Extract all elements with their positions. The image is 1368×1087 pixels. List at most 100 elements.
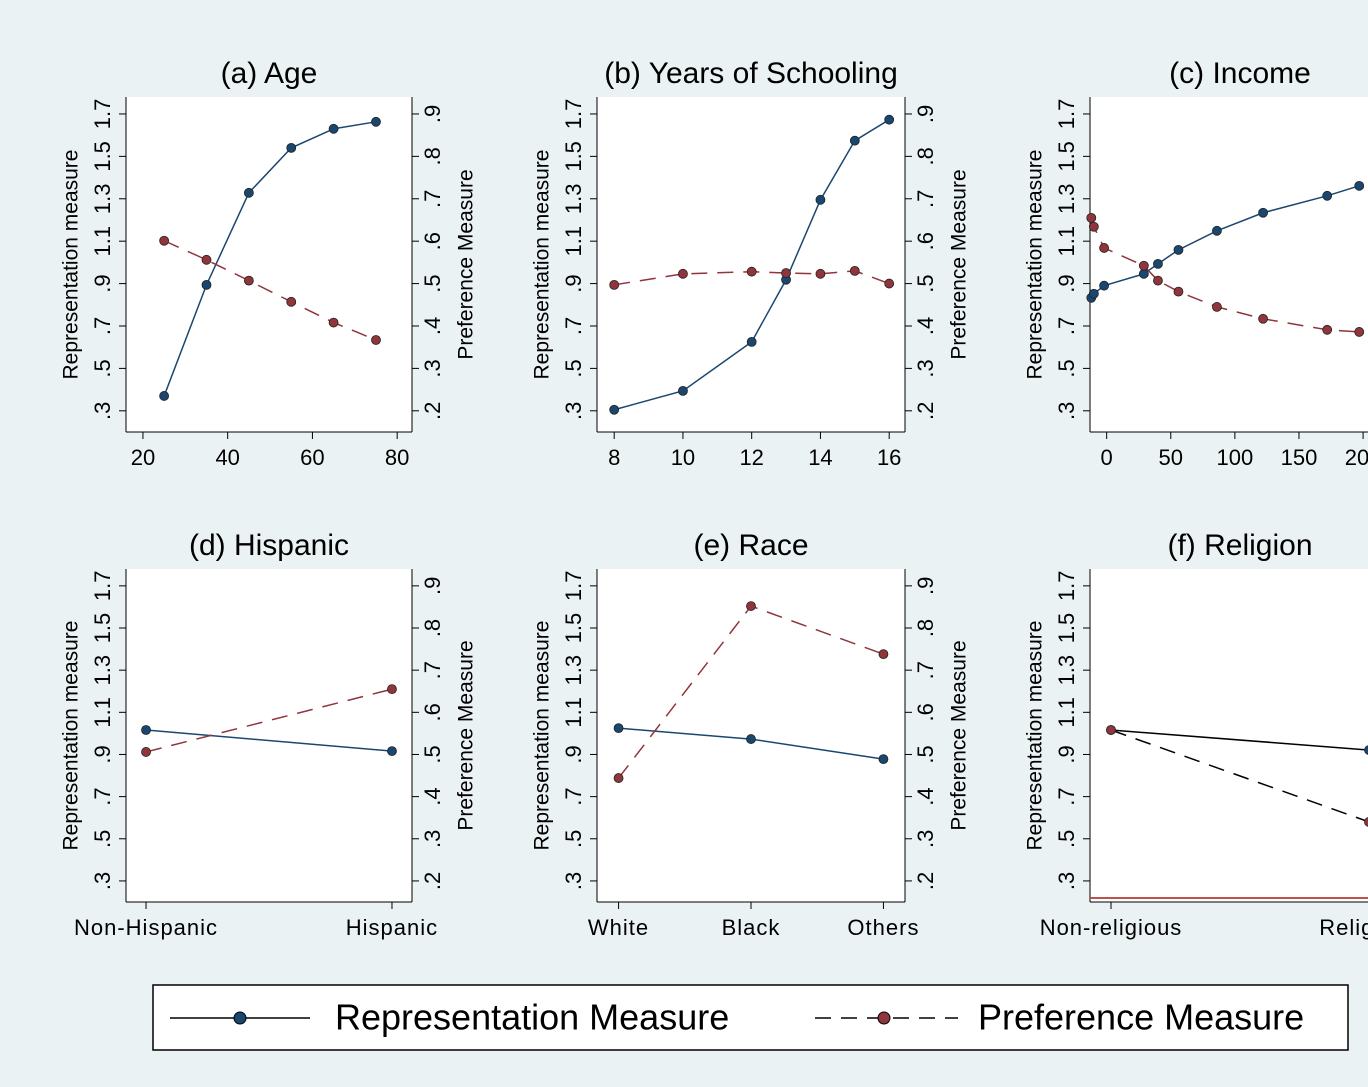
chart-title: (a) Age (221, 57, 318, 90)
legend-label: Preference Measure (978, 997, 1304, 1038)
y2-tick-label: .5 (913, 745, 938, 763)
data-point (1138, 268, 1149, 279)
y-axis-label: Representation measure (60, 150, 83, 380)
y2-tick-label: .9 (913, 105, 938, 123)
x-tick-label: 20 (131, 445, 155, 470)
y2-tick-label: .5 (420, 274, 445, 292)
y-tick-label: 1.7 (1054, 99, 1079, 130)
plot-area (1090, 97, 1368, 432)
y2-tick-label: .9 (420, 105, 445, 123)
y2-tick-label: .6 (913, 232, 938, 250)
x-tick-label: 60 (300, 445, 324, 470)
data-point (159, 391, 170, 401)
data-point (1354, 180, 1365, 191)
x-tick-label: Religious (1319, 915, 1368, 940)
data-point (781, 268, 791, 278)
y-tick-label: 1.7 (90, 571, 115, 602)
data-point (1088, 288, 1099, 299)
y-tick-label: 1.1 (561, 226, 586, 257)
data-point (613, 723, 624, 734)
data-point (1364, 745, 1368, 755)
plot-area (126, 97, 412, 432)
y2-tick-label: .7 (913, 661, 938, 679)
y2-tick-label: .8 (420, 147, 445, 165)
series-line (1090, 185, 1360, 299)
y-tick-label: .5 (1054, 359, 1079, 377)
y-tick-label: 1.5 (1054, 141, 1079, 172)
data-point (746, 266, 757, 277)
data-point (243, 187, 254, 198)
y2-tick-label: .9 (913, 577, 938, 595)
plot-area (126, 569, 412, 902)
x-tick-label: 16 (877, 445, 901, 470)
y2-tick-label: .8 (913, 147, 938, 165)
y-tick-label: .7 (1054, 787, 1079, 805)
y-tick-label: .7 (1054, 317, 1079, 335)
panels: (a) Age Representation measure .3 .5 .7 .9 1.1… (60, 57, 1368, 940)
y-tick-label: 1.1 (1054, 226, 1079, 257)
y2-axis-label: Preference Measure (948, 640, 971, 830)
data-point (1106, 725, 1116, 735)
data-point (678, 268, 688, 279)
data-point (746, 601, 756, 611)
y2-tick-label: .7 (913, 190, 938, 208)
chart-title: (b) Years of Schooling (604, 57, 898, 90)
y2-tick-label: .4 (420, 317, 445, 335)
data-point (609, 404, 620, 415)
x-tick-label: 50 (1159, 445, 1183, 470)
data-point (1354, 327, 1365, 337)
y2-tick-label: .5 (913, 274, 938, 292)
series-line (163, 240, 377, 341)
y-tick-label: .3 (1054, 402, 1079, 420)
y2-tick-label: .3 (420, 359, 445, 377)
series-line (145, 729, 393, 752)
y2-tick-label: .4 (420, 787, 445, 805)
y2-axis-label: Preference Measure (455, 169, 478, 359)
y-tick-label: .5 (90, 830, 115, 848)
data-point (201, 279, 212, 290)
y-tick-label: 1.5 (561, 141, 586, 172)
chart-title: (e) Race (693, 529, 808, 562)
y-tick-label: 1.5 (1054, 613, 1079, 644)
data-point (849, 265, 860, 276)
series-line (163, 121, 377, 397)
data-point (1099, 243, 1110, 253)
legend: Representation Measure Preference Measur… (152, 984, 1349, 1051)
y-tick-label: 1.3 (1054, 183, 1079, 214)
x-tick-label: Others (847, 915, 919, 940)
series-line (145, 688, 393, 753)
data-point (878, 649, 889, 660)
plot-area (597, 97, 905, 432)
y-tick-label: .7 (90, 317, 115, 335)
y-tick-label: .3 (561, 872, 586, 890)
legend-label: Representation Measure (335, 997, 729, 1038)
data-point (1258, 207, 1268, 218)
y-axis-label: Representation measure (531, 621, 554, 851)
data-point (1322, 324, 1333, 335)
y-tick-label: 1.7 (561, 99, 586, 130)
data-point (201, 254, 212, 265)
x-tick-label: 10 (671, 445, 695, 470)
y-tick-label: 1.3 (90, 183, 115, 214)
y-tick-label: .7 (561, 317, 586, 335)
y2-tick-label: .4 (913, 787, 938, 805)
plot-area (1090, 569, 1368, 902)
data-point (1099, 280, 1110, 291)
y2-tick-label: .6 (420, 703, 445, 721)
data-point (1173, 286, 1184, 297)
y2-tick-label: .4 (913, 317, 938, 335)
data-point (613, 773, 624, 783)
y-tick-label: .3 (1054, 872, 1079, 890)
x-tick-label: 200 (1345, 445, 1368, 470)
y-tick-label: .9 (561, 274, 586, 292)
y-tick-label: .9 (90, 745, 115, 763)
data-point (1364, 817, 1368, 827)
y-tick-label: .5 (561, 830, 586, 848)
y-tick-label: 1.1 (1054, 697, 1079, 728)
data-point (1258, 313, 1268, 324)
x-tick-label: 8 (608, 445, 620, 470)
data-point (1212, 225, 1222, 236)
y-tick-label: 1.7 (90, 99, 115, 130)
data-point (141, 747, 151, 757)
chart-title: (c) Income (1169, 57, 1311, 90)
